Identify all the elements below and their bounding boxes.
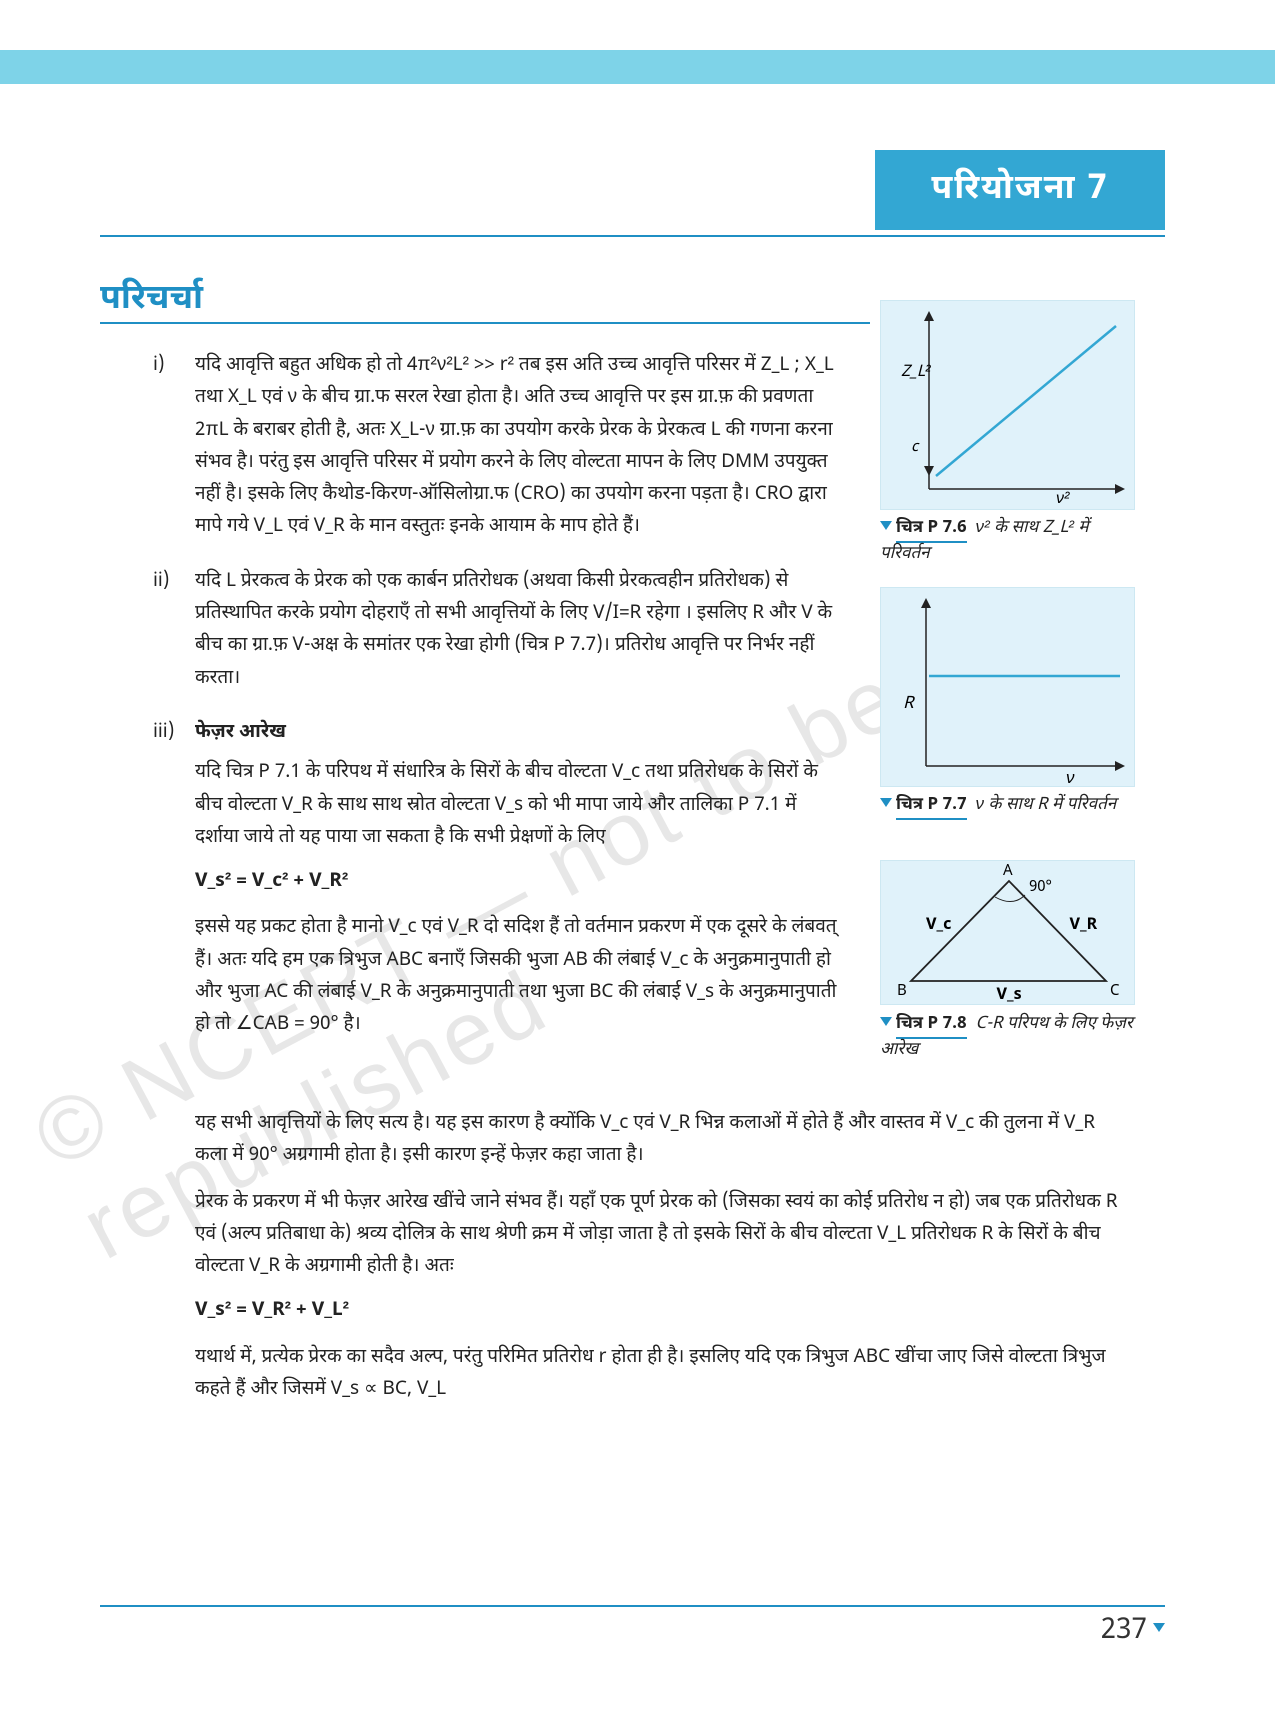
chapter-tab: परियोजना 7 [875, 150, 1165, 230]
item-iii: iii) फेज़र आरेख यदि चित्र P 7.1 के परिपथ… [195, 717, 845, 1042]
caption-marker-icon [880, 521, 892, 530]
body-text-column: i) यदि आवृत्ति बहुत अधिक हो तो 4π²ν²L² >… [195, 350, 845, 1064]
section-underline [100, 322, 870, 324]
figure-p7-7-caption: चित्र P 7.7 ν के साथ R में परिवर्तन [880, 793, 1135, 819]
figure-p7-6-caption: चित्र P 7.6 ν² के साथ Z_L² में परिवर्तन [880, 516, 1135, 567]
section-title: परिचर्चा [100, 278, 203, 322]
item-i-text: यदि आवृत्ति बहुत अधिक हो तो 4π²ν²L² >> r… [195, 353, 834, 539]
item-ii: ii) यदि L प्रेरकत्व के प्रेरक को एक कार्… [195, 566, 845, 695]
item-iii-p3: यह सभी आवृत्तियों के लिए सत्य है। यह इस … [195, 1108, 1125, 1173]
item-iii-number: iii) [153, 717, 174, 749]
header-divider [100, 235, 1165, 237]
figure-p7-7-svg: R ν [881, 588, 1136, 788]
top-header-bar [0, 50, 1275, 84]
svg-text:ν²: ν² [1056, 489, 1070, 510]
item-iii-heading: फेज़र आरेख [195, 720, 286, 745]
svg-text:C: C [1110, 983, 1120, 1002]
fig2-label: चित्र P 7.7 [896, 794, 967, 820]
caption-marker-icon [880, 798, 892, 807]
svg-text:A: A [1003, 863, 1013, 882]
fig2-caption-text: ν के साथ R में परिवर्तन [975, 794, 1116, 816]
svg-text:V_c: V_c [926, 915, 951, 936]
item-ii-text: यदि L प्रेरकत्व के प्रेरक को एक कार्बन प… [195, 569, 832, 691]
svg-text:ν: ν [1066, 768, 1075, 788]
item-iii-eq1: V_s² = V_c² + V_R² [195, 866, 845, 898]
item-i: i) यदि आवृत्ति बहुत अधिक हो तो 4π²ν²L² >… [195, 350, 845, 544]
item-iii-eq2: V_s² = V_R² + V_L² [195, 1295, 1125, 1327]
item-iii-p1: यदि चित्र P 7.1 के परिपथ में संधारित्र क… [195, 757, 845, 854]
svg-text:R: R [903, 693, 915, 715]
item-ii-number: ii) [153, 566, 170, 598]
fig1-label: चित्र P 7.6 [896, 517, 967, 543]
figure-p7-8-svg: A B C V_c V_R V_s 90° [881, 861, 1136, 1006]
item-iii-p4: प्रेरक के प्रकरण में भी फेज़र आरेख खींचे… [195, 1187, 1125, 1284]
body-text-full-width: यह सभी आवृत्तियों के लिए सत्य है। यह इस … [195, 1108, 1125, 1406]
svg-text:Z_L²: Z_L² [901, 362, 931, 383]
svg-text:V_R: V_R [1070, 915, 1098, 936]
figure-p7-7: R ν [880, 587, 1135, 787]
figure-p7-6-svg: Z_L² c ν² [881, 301, 1136, 511]
item-i-number: i) [153, 350, 165, 382]
page-number: 237 [1101, 1614, 1165, 1650]
figure-p7-6: Z_L² c ν² [880, 300, 1135, 510]
figure-p7-8-caption: चित्र P 7.8 C-R परिपथ के लिए फेज़र आरेख [880, 1012, 1135, 1063]
svg-text:90°: 90° [1029, 879, 1052, 898]
fig3-label: चित्र P 7.8 [896, 1013, 967, 1039]
footer-divider [100, 1605, 1165, 1607]
svg-text:c: c [911, 439, 920, 458]
figure-p7-8: A B C V_c V_R V_s 90° [880, 860, 1135, 1005]
caption-marker-icon [880, 1017, 892, 1026]
svg-text:B: B [897, 983, 907, 1002]
item-iii-p2: इससे यह प्रकट होता है मानो V_c एवं V_R द… [195, 912, 845, 1041]
item-iii-p5: यथार्थ में, प्रत्येक प्रेरक का सदैव अल्प… [195, 1342, 1125, 1407]
svg-text:V_s: V_s [997, 985, 1022, 1006]
